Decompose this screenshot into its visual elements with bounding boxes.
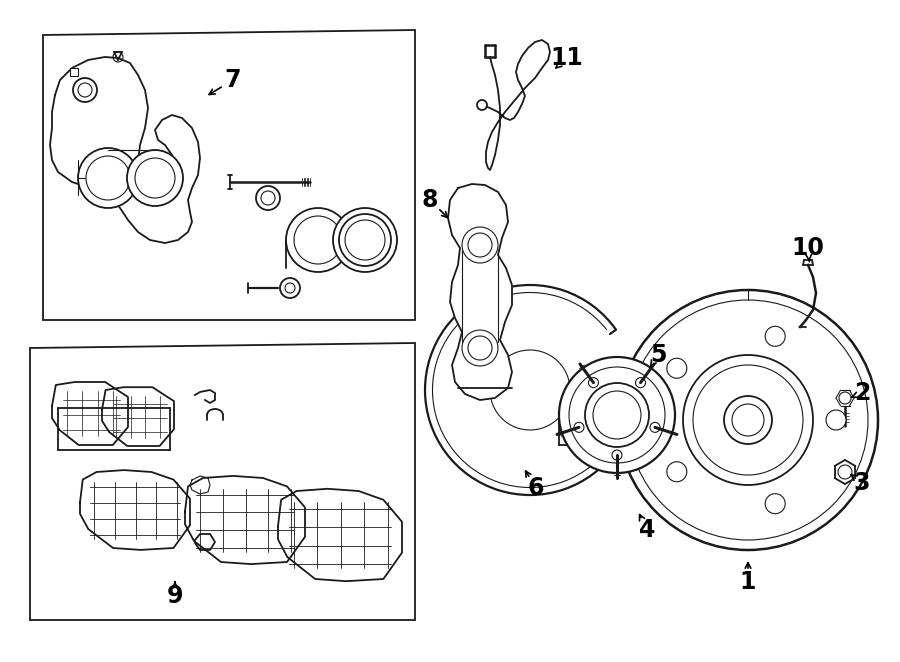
Polygon shape (278, 489, 402, 581)
Circle shape (765, 494, 785, 514)
Circle shape (339, 214, 391, 266)
Text: 5: 5 (650, 343, 666, 367)
Circle shape (724, 396, 772, 444)
Polygon shape (102, 387, 174, 446)
Circle shape (826, 410, 846, 430)
Text: 9: 9 (166, 584, 184, 608)
Polygon shape (190, 476, 210, 494)
Polygon shape (30, 343, 415, 620)
Polygon shape (448, 184, 512, 400)
Circle shape (462, 330, 498, 366)
Polygon shape (80, 470, 190, 550)
Text: 2: 2 (854, 381, 870, 405)
Circle shape (462, 227, 498, 263)
Circle shape (559, 357, 675, 473)
Circle shape (73, 78, 97, 102)
Circle shape (612, 450, 622, 460)
Text: 7: 7 (225, 68, 241, 92)
Polygon shape (52, 382, 128, 445)
Circle shape (477, 100, 487, 110)
Circle shape (286, 208, 350, 272)
Text: 11: 11 (551, 46, 583, 70)
Circle shape (333, 208, 397, 272)
Circle shape (589, 377, 598, 388)
Polygon shape (185, 476, 305, 564)
Polygon shape (43, 30, 415, 320)
Circle shape (667, 358, 687, 378)
Circle shape (280, 278, 300, 298)
Circle shape (650, 422, 660, 432)
Text: 4: 4 (639, 518, 655, 542)
Text: 6: 6 (527, 476, 544, 500)
Polygon shape (70, 68, 78, 76)
Text: 1: 1 (740, 570, 756, 594)
Circle shape (635, 377, 645, 388)
Circle shape (667, 461, 687, 482)
Circle shape (585, 383, 649, 447)
Circle shape (78, 148, 138, 208)
Circle shape (683, 355, 813, 485)
Circle shape (574, 422, 584, 432)
Text: 10: 10 (792, 236, 824, 260)
Circle shape (256, 186, 280, 210)
Polygon shape (50, 57, 200, 243)
Circle shape (765, 326, 785, 346)
Text: 8: 8 (422, 188, 438, 212)
Text: 3: 3 (854, 471, 870, 495)
Circle shape (569, 367, 665, 463)
Circle shape (618, 290, 878, 550)
Circle shape (127, 150, 183, 206)
